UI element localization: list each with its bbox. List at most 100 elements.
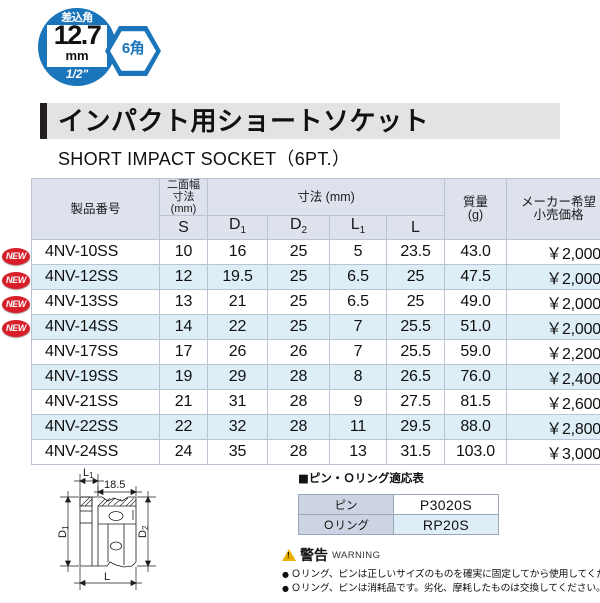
drawing-label-d2: D2	[137, 525, 150, 538]
warning-text-item: ● Ｏリング、ピンは正しいサイズのものを確実に固定してから使用してください。	[282, 568, 597, 582]
cell-l1: 11	[330, 415, 387, 440]
cell-s: 17	[160, 340, 208, 365]
bullet-icon: ●	[282, 584, 291, 593]
cell-d1: 19.5	[208, 265, 268, 290]
cell-l1: 13	[330, 440, 387, 465]
cell-price: ￥2,400	[507, 365, 600, 390]
warning-label-en: WARNING	[332, 550, 380, 561]
cell-l: 25	[387, 265, 445, 290]
product-spec-table: 製品番号 二面幅 寸法 (mm) 寸法 (mm) 質量 (g) メーカー希望 小…	[31, 178, 600, 465]
cell-d2: 28	[268, 440, 330, 465]
cell-l1: 9	[330, 390, 387, 415]
cell-d1: 26	[208, 340, 268, 365]
cell-d2: 25	[268, 265, 330, 290]
new-badge-label: NEW	[2, 248, 30, 265]
hex-point-label: 6角	[110, 41, 156, 56]
col-product-no: 製品番号	[32, 179, 160, 240]
col-sym-l1-sub: 1	[360, 225, 366, 236]
col-dimensions: 寸法 (mm)	[208, 179, 445, 216]
pin-oring-table-title: ■ピン・Ｏリング適応表	[298, 470, 424, 486]
cell-l1: 8	[330, 365, 387, 390]
cell-d2: 28	[268, 390, 330, 415]
new-badge: NEW	[2, 272, 30, 289]
new-badge-label: NEW	[2, 320, 30, 337]
cell-s: 10	[160, 240, 208, 265]
cell-l: 23.5	[387, 240, 445, 265]
drive-size-value-box: 12.7 mm	[47, 25, 107, 67]
cell-price: ￥2,000	[507, 265, 600, 290]
warning-triangle-icon	[282, 549, 296, 561]
col-sym-d2: D2	[268, 216, 330, 240]
cell-s: 13	[160, 290, 208, 315]
title-accent-bar	[40, 103, 47, 139]
pin-oring-label: Ｏリング	[299, 515, 394, 535]
col-across-flats-line1: 二面幅	[160, 179, 207, 191]
col-across-flats-line2: 寸法	[160, 191, 207, 203]
cell-mass: 103.0	[445, 440, 507, 465]
page-subtitle: SHORT IMPACT SOCKET（6PT.）	[58, 145, 350, 171]
cell-d2: 25	[268, 315, 330, 340]
col-across-flats: 二面幅 寸法 (mm)	[160, 179, 208, 216]
cell-mass: 43.0	[445, 240, 507, 265]
col-sym-d1-main: D	[229, 216, 241, 233]
cell-s: 24	[160, 440, 208, 465]
col-sym-d2-sub: 2	[302, 225, 308, 236]
cell-d2: 28	[268, 415, 330, 440]
drive-size-inch: 1/2"	[38, 68, 116, 80]
warning-label-jp: 警告	[300, 545, 328, 565]
hex-point-badge-inner: 6角	[110, 30, 156, 72]
cell-mass: 51.0	[445, 315, 507, 340]
cell-s: 14	[160, 315, 208, 340]
drawing-label-l1: L1	[83, 467, 94, 480]
col-sym-d1: D1	[208, 216, 268, 240]
col-price-line2: 小売価格	[507, 209, 600, 222]
cell-mass: 88.0	[445, 415, 507, 440]
page-title: インパクト用ショートソケット	[58, 105, 429, 139]
new-badge: NEW	[2, 320, 30, 337]
cell-l1: 7	[330, 340, 387, 365]
product-model: 4NV-14SS	[32, 315, 160, 340]
cell-price: ￥2,000	[507, 315, 600, 340]
cell-d2: 26	[268, 340, 330, 365]
cell-l: 29.5	[387, 415, 445, 440]
col-across-flats-line3: (mm)	[160, 203, 207, 215]
pin-oring-value: P3020S	[394, 495, 499, 515]
col-sym-d2-main: D	[290, 216, 302, 233]
cell-price: ￥2,000	[507, 290, 600, 315]
warning-text-list: ● Ｏリング、ピンは正しいサイズのものを確実に固定してから使用してください。● …	[282, 568, 597, 595]
cell-d1: 31	[208, 390, 268, 415]
cell-mass: 47.5	[445, 265, 507, 290]
cell-price: ￥2,600	[507, 390, 600, 415]
cell-mass: 81.5	[445, 390, 507, 415]
product-model: 4NV-10SS	[32, 240, 160, 265]
col-sym-l: L	[387, 216, 445, 240]
col-price: メーカー希望 小売価格	[507, 179, 600, 240]
cell-d1: 29	[208, 365, 268, 390]
drive-size-badge: 差込角 12.7 mm 1/2"	[38, 8, 116, 86]
product-model: 4NV-17SS	[32, 340, 160, 365]
new-badge-column: NEW NEW NEW NEW	[2, 248, 32, 344]
cell-l1: 7	[330, 315, 387, 340]
cell-s: 12	[160, 265, 208, 290]
cell-l: 25	[387, 290, 445, 315]
cell-l: 25.5	[387, 340, 445, 365]
pin-oring-label: ピン	[299, 495, 394, 515]
socket-dimension-drawing: L1 18.5 D1 D2 L	[52, 466, 242, 598]
socket-drawing-svg: L1 18.5 D1 D2 L	[52, 466, 242, 598]
drive-size-unit: mm	[47, 49, 107, 62]
cell-l: 31.5	[387, 440, 445, 465]
cell-mass: 59.0	[445, 340, 507, 365]
cell-price: ￥2,000	[507, 240, 600, 265]
col-sym-l1-main: L	[351, 216, 360, 233]
cell-d1: 21	[208, 290, 268, 315]
